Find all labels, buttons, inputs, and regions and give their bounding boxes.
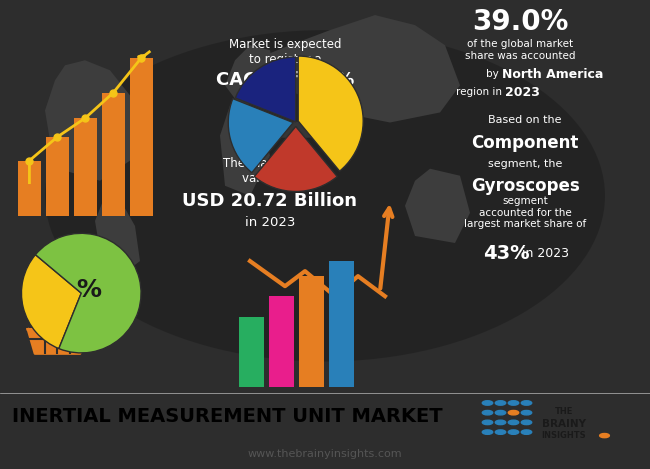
- Circle shape: [482, 430, 493, 434]
- Text: The market was
valued at: The market was valued at: [222, 157, 317, 185]
- Wedge shape: [254, 127, 337, 191]
- Circle shape: [508, 401, 519, 405]
- Polygon shape: [225, 45, 275, 106]
- Text: USD 20.72 Billion: USD 20.72 Billion: [183, 192, 358, 210]
- Text: INSIGHTS: INSIGHTS: [541, 431, 586, 440]
- Text: North America: North America: [502, 68, 603, 81]
- Bar: [300, 276, 324, 387]
- Circle shape: [521, 430, 532, 434]
- Point: [136, 54, 146, 62]
- Bar: [129, 58, 153, 216]
- Text: THE: THE: [554, 408, 573, 416]
- Bar: [330, 261, 354, 387]
- Circle shape: [495, 430, 506, 434]
- Circle shape: [521, 420, 532, 424]
- Text: segment, the: segment, the: [488, 159, 562, 169]
- Text: %: %: [76, 278, 101, 302]
- Text: Component: Component: [471, 134, 578, 151]
- Polygon shape: [28, 329, 87, 354]
- Text: BRAINY: BRAINY: [542, 419, 586, 429]
- Ellipse shape: [240, 121, 351, 138]
- Polygon shape: [405, 169, 470, 243]
- Circle shape: [508, 420, 519, 424]
- Text: www.thebrainyinsights.com: www.thebrainyinsights.com: [248, 449, 402, 459]
- Circle shape: [495, 410, 506, 415]
- Bar: [73, 118, 97, 216]
- Wedge shape: [21, 255, 81, 348]
- Circle shape: [495, 401, 506, 405]
- Circle shape: [508, 430, 519, 434]
- Bar: [46, 137, 69, 216]
- Text: 43%: 43%: [483, 243, 529, 263]
- Wedge shape: [235, 57, 296, 122]
- Text: Market is expected
to register a: Market is expected to register a: [229, 38, 341, 66]
- Text: CAGR of 5.2%: CAGR of 5.2%: [216, 71, 354, 89]
- Ellipse shape: [45, 30, 605, 362]
- Circle shape: [482, 410, 493, 415]
- Text: by: by: [486, 69, 502, 79]
- Wedge shape: [298, 56, 363, 171]
- Circle shape: [521, 401, 532, 405]
- Wedge shape: [36, 233, 141, 353]
- Text: 2023: 2023: [505, 86, 540, 99]
- Text: Based on the: Based on the: [488, 115, 562, 126]
- Bar: [18, 160, 41, 216]
- Circle shape: [521, 410, 532, 415]
- Text: of the global market
share was accounted: of the global market share was accounted: [465, 39, 575, 61]
- Text: in 2023: in 2023: [521, 247, 569, 259]
- Point: [80, 114, 90, 122]
- Polygon shape: [220, 100, 270, 196]
- Point: [52, 133, 62, 141]
- Circle shape: [495, 420, 506, 424]
- Text: 39.0%: 39.0%: [472, 8, 568, 36]
- Polygon shape: [45, 60, 140, 181]
- Bar: [269, 296, 294, 387]
- Bar: [101, 93, 125, 216]
- Text: Gyroscopes: Gyroscopes: [471, 177, 579, 195]
- Circle shape: [599, 433, 610, 438]
- Circle shape: [482, 420, 493, 424]
- Text: segment
accounted for the
largest market share of: segment accounted for the largest market…: [464, 197, 586, 229]
- Circle shape: [482, 401, 493, 405]
- Polygon shape: [95, 191, 140, 276]
- Polygon shape: [265, 15, 460, 122]
- Text: in 2023: in 2023: [245, 216, 295, 229]
- Text: region in: region in: [456, 87, 505, 98]
- Point: [24, 157, 34, 164]
- Bar: [239, 318, 264, 387]
- Circle shape: [508, 410, 519, 415]
- Text: INERTIAL MEASUREMENT UNIT MARKET: INERTIAL MEASUREMENT UNIT MARKET: [12, 407, 443, 426]
- Wedge shape: [228, 98, 293, 173]
- Point: [108, 89, 118, 97]
